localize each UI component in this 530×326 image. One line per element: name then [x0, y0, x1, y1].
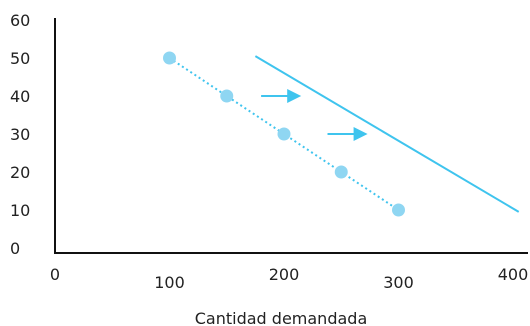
x-tick-label: 300 [383, 273, 414, 292]
x-tick-label: 100 [154, 273, 185, 292]
x-tick-label: 400 [498, 265, 529, 284]
y-tick-label: 40 [10, 87, 30, 106]
data-point [220, 89, 234, 103]
shift-arrow [327, 127, 368, 141]
y-tick-label: 30 [10, 125, 30, 144]
data-point [334, 165, 348, 179]
y-tick-label: 10 [10, 201, 30, 220]
data-point [277, 127, 291, 141]
y-tick-label: 20 [10, 163, 30, 182]
shift-arrow-head [287, 89, 302, 103]
x-axis-title: Cantidad demandada [195, 309, 368, 326]
x-tick-label: 0 [50, 265, 60, 284]
y-tick-label: 0 [10, 239, 20, 258]
shift-arrow-head [353, 127, 368, 141]
y-tick-label: 60 [10, 11, 30, 30]
original-demand-line [168, 57, 400, 211]
data-point [163, 51, 176, 65]
shift-arrow [261, 89, 302, 103]
data-point [392, 203, 405, 217]
shifted-demand-line [254, 55, 520, 213]
x-tick-label: 200 [269, 265, 300, 284]
y-tick-label: 50 [10, 49, 30, 68]
